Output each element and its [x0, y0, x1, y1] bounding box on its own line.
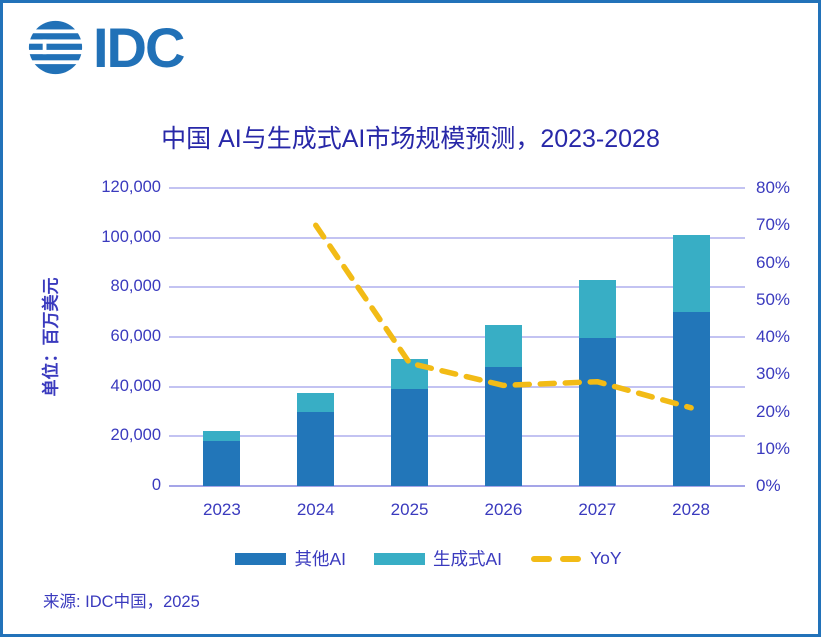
logo-text: IDC: [93, 15, 185, 79]
legend: 其他AI 生成式AI YoY: [147, 546, 710, 571]
legend-label-YoY: YoY: [590, 548, 622, 568]
x-tick-label-2028: 2028: [672, 500, 710, 519]
right-tick-label: 10%: [756, 438, 791, 458]
bar-2027-其他AI: [578, 338, 616, 486]
legend-item-YoY: YoY: [530, 548, 622, 569]
left-axis-title: 单位：百万美元: [41, 277, 61, 397]
legend-item-生成式AI: 生成式AI: [374, 546, 502, 571]
bar-2023-生成式AI: [203, 431, 241, 442]
x-tick-label-2025: 2025: [390, 500, 429, 519]
left-tick-label: 80,000: [110, 277, 161, 296]
gridline-120000: [169, 187, 745, 189]
gridline-40000: [169, 385, 745, 388]
gridline-20000: [169, 435, 745, 438]
gridline-60000: [169, 336, 745, 338]
bar-2027-生成式AI: [578, 279, 616, 339]
gridline-0: [169, 485, 745, 487]
gridline-100000: [169, 236, 745, 239]
bar-2028-其他AI: [672, 312, 710, 486]
x-tick-label-2026: 2026: [484, 500, 523, 519]
source-note: 来源: IDC中国，2025: [43, 593, 200, 611]
left-tick-label: 0: [151, 476, 161, 494]
bar-2024-其他AI: [297, 411, 335, 486]
bar-2026-生成式AI: [484, 324, 522, 367]
left-tick-label: 100,000: [101, 227, 161, 246]
bar-2028-生成式AI: [672, 235, 710, 313]
legend-label-其他AI: 其他AI: [294, 549, 346, 569]
right-tick-label: 30%: [756, 364, 791, 384]
chart-title: 中国 AI与生成式AI市场规模预测，2023-2028: [161, 125, 660, 153]
bar-2025-生成式AI: [391, 359, 429, 390]
bar-2023-其他AI: [203, 441, 241, 486]
right-tick-label: 50%: [756, 289, 791, 309]
legend-swatch-生成式AI: [374, 552, 425, 565]
idc-globe-icon: [27, 20, 84, 75]
right-tick-label: 70%: [756, 215, 791, 235]
left-tick-label: 40,000: [110, 376, 161, 395]
left-tick-label: 20,000: [110, 426, 161, 445]
legend-label-生成式AI: 生成式AI: [433, 549, 503, 569]
bar-2025-其他AI: [391, 389, 429, 486]
x-tick-label-2027: 2027: [578, 500, 617, 519]
x-tick-label-2023: 2023: [202, 500, 241, 519]
bar-2024-生成式AI: [297, 392, 335, 412]
right-tick-label: 0%: [756, 476, 781, 495]
legend-dash-icon: [531, 555, 583, 562]
bar-2026-其他AI: [484, 366, 522, 486]
right-tick-label: 40%: [756, 327, 791, 346]
right-tick-label: 80%: [756, 178, 791, 197]
left-tick-label: 120,000: [101, 178, 161, 196]
left-tick-label: 60,000: [110, 327, 161, 345]
right-tick-label: 20%: [756, 401, 791, 421]
legend-item-其他AI: 其他AI: [235, 546, 346, 571]
right-tick-label: 60%: [756, 252, 791, 272]
idc-logo: IDC: [27, 15, 185, 79]
x-tick-label-2024: 2024: [296, 500, 335, 519]
gridline-80000: [169, 286, 745, 289]
legend-swatch-其他AI: [235, 552, 287, 565]
